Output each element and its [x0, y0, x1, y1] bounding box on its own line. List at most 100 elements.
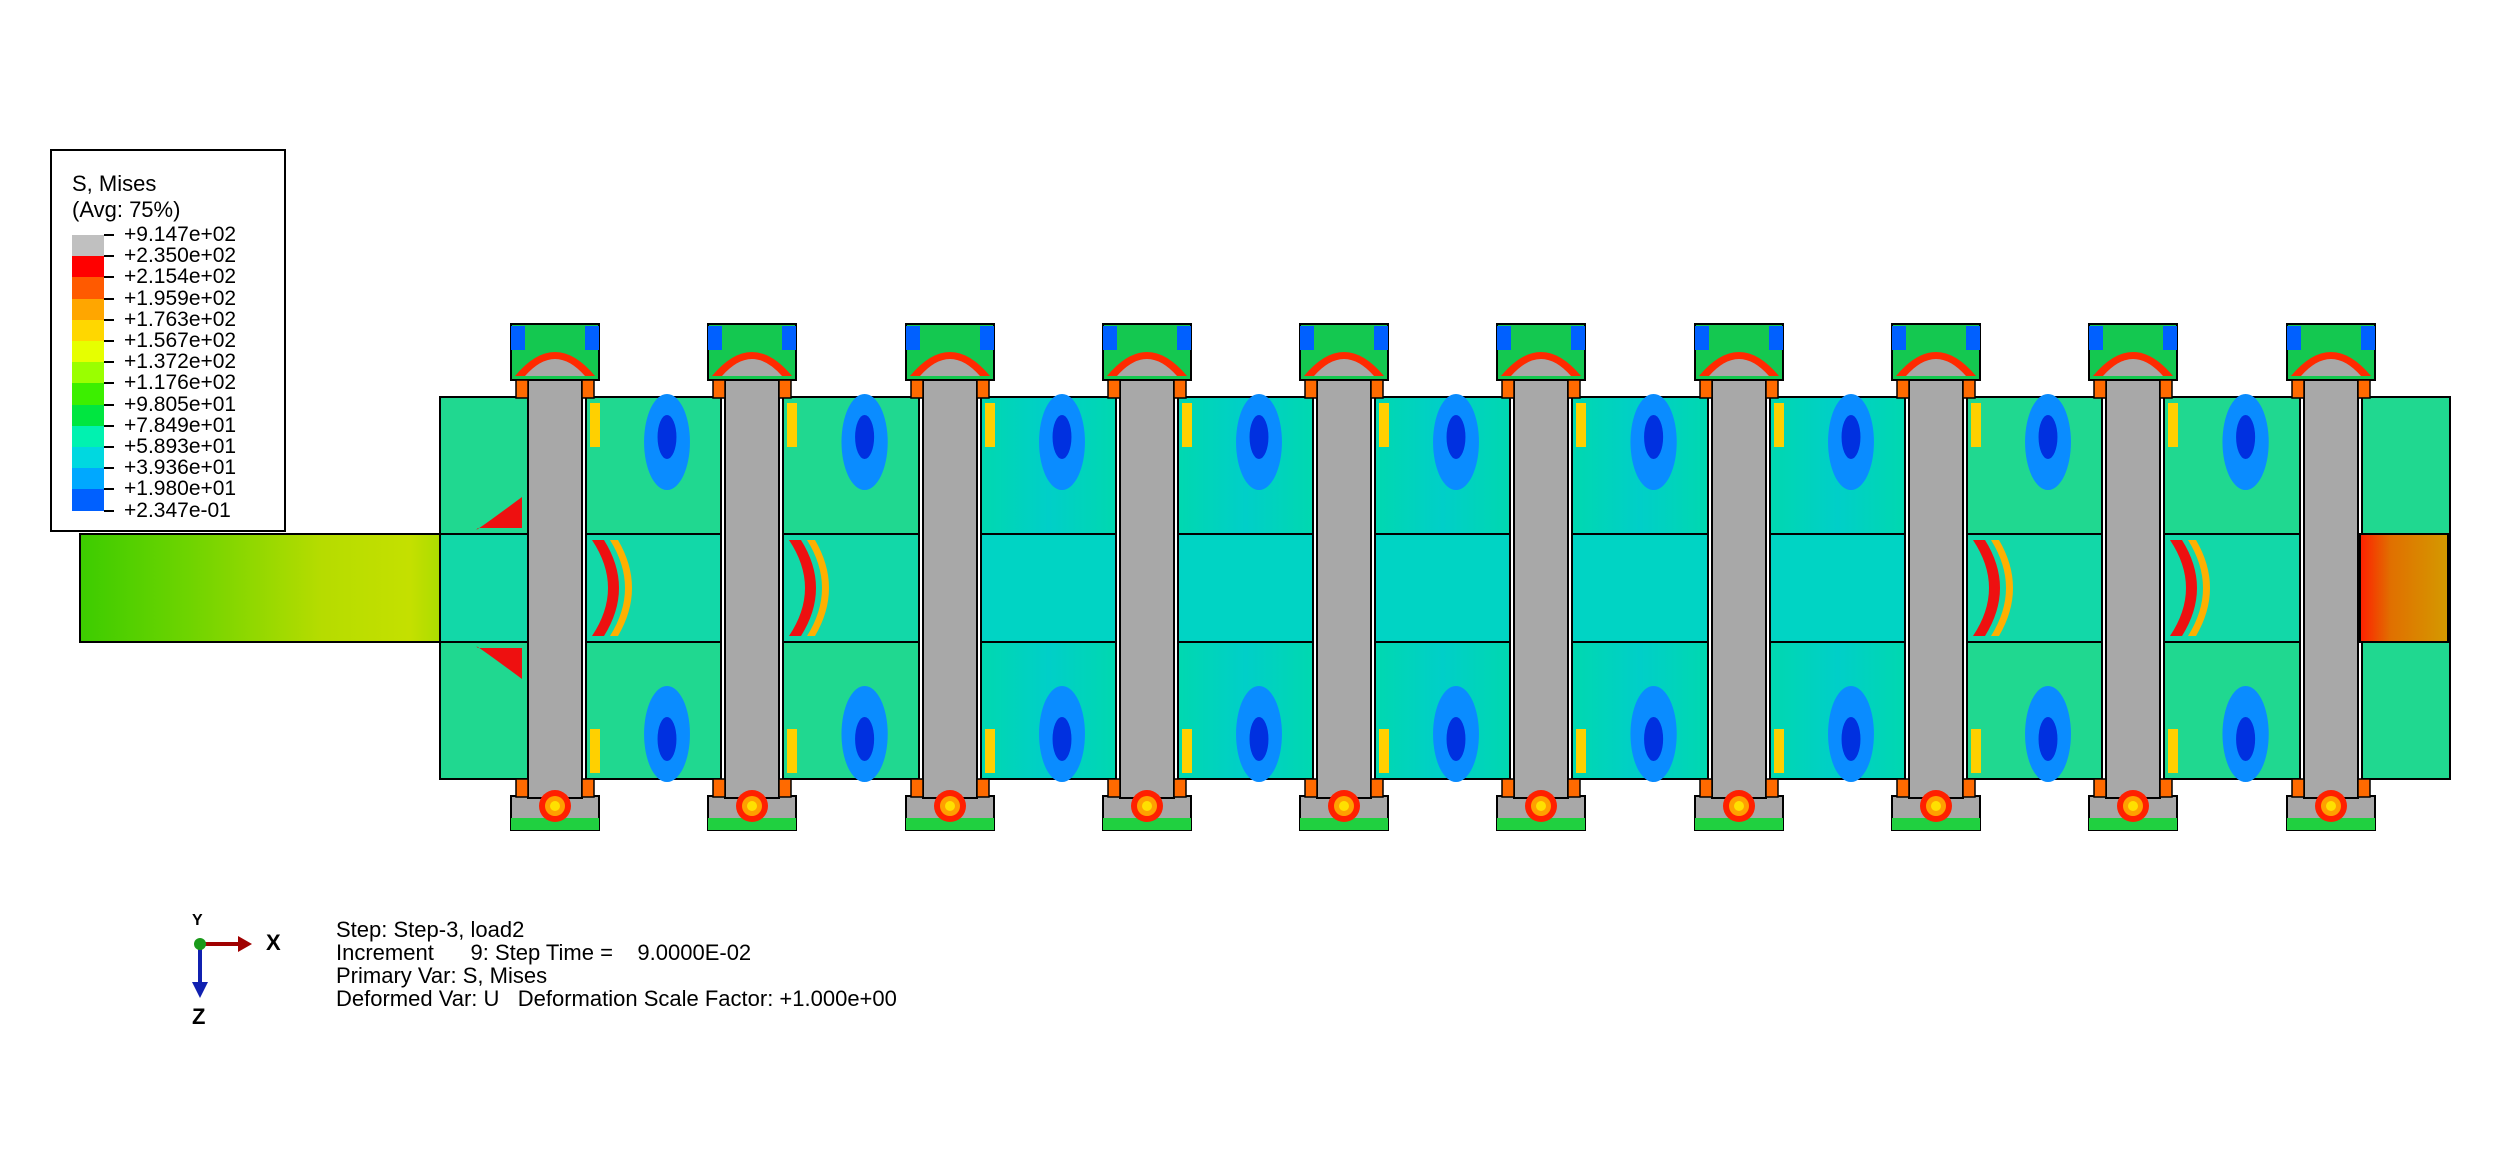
- bolt-shank: [2303, 379, 2359, 799]
- bolt: [1891, 323, 1981, 831]
- low-stress-core-top: [855, 415, 875, 459]
- x-axis-label: X: [266, 930, 281, 955]
- legend-tick: [104, 340, 114, 342]
- legend-tick: [104, 318, 114, 321]
- nut-hotspot-core: [2326, 801, 2336, 811]
- bolt-head-corner-left: [1695, 326, 1709, 350]
- legend-tick: [104, 509, 114, 512]
- legend-color-band: [72, 319, 104, 342]
- low-stress-core-bottom: [657, 717, 677, 761]
- legend-value: +5.893e+01: [124, 435, 237, 458]
- bolt-nut-edge: [2287, 818, 2375, 830]
- legend-value: +2.347e-01: [124, 498, 231, 522]
- washer-top-right: [1567, 379, 1581, 399]
- washer-bottom-right: [2159, 778, 2173, 798]
- legend-value: +9.805e+01: [124, 392, 237, 416]
- bolt-head-corner-right: [782, 326, 796, 350]
- bolt: [707, 323, 797, 831]
- primary-var-label: Primary Var: S, Mises: [336, 963, 548, 988]
- legend-value: +7.849e+01: [124, 413, 237, 437]
- legend-tick: [104, 488, 114, 491]
- legend-tick: [104, 403, 114, 406]
- bolt-nut-edge: [511, 818, 599, 830]
- bolt-nut-edge: [1300, 818, 1388, 830]
- legend-tick: [104, 276, 114, 279]
- legend-value: +1.567e+02: [124, 329, 237, 352]
- block-segment: [1769, 394, 1906, 782]
- low-stress-core-bottom: [1644, 717, 1664, 761]
- low-stress-core-bottom: [1446, 717, 1466, 761]
- bolt-nut-edge: [1497, 818, 1585, 830]
- bolt-head-core: [1511, 359, 1571, 376]
- block-segment: [1966, 394, 2103, 782]
- block-middle-band: [1374, 533, 1511, 643]
- bolt-head-corner-left: [1497, 326, 1511, 350]
- bolt-head-corner-right: [980, 326, 994, 350]
- washer-top-right: [1370, 379, 1384, 399]
- nut-hotspot-core: [1931, 801, 1941, 811]
- legend-color-band: [72, 362, 104, 384]
- washer-bottom-left: [910, 778, 924, 798]
- bolt-nut-edge: [1695, 818, 1783, 830]
- washer-bottom-left: [1501, 778, 1515, 798]
- washer-bottom-right: [1765, 778, 1779, 798]
- end-cap: [2359, 533, 2449, 643]
- y-axis-dot: [194, 938, 206, 950]
- bolt-shank: [1119, 379, 1175, 799]
- low-stress-core-bottom: [2038, 717, 2058, 761]
- high-stress-corner-top: [476, 497, 522, 530]
- legend-color-band: [72, 256, 104, 278]
- block-segment: [980, 394, 1117, 782]
- low-stress-core-bottom: [2236, 717, 2256, 761]
- edge-stress-top-left: [2168, 403, 2178, 447]
- bolt-nut-edge: [2089, 818, 2177, 830]
- bolt: [1496, 323, 1586, 831]
- legend-tick: [104, 255, 114, 258]
- nut-hotspot-core: [1536, 801, 1546, 811]
- edge-stress-bottom-left: [1576, 729, 1586, 773]
- bolt-nut-edge: [1103, 818, 1191, 830]
- block-middle-band: [1571, 533, 1709, 643]
- axis-triad: X Y Z: [180, 912, 300, 1040]
- washer-top-left: [1699, 379, 1713, 399]
- washer-top-left: [1896, 379, 1910, 399]
- bolt-head-core: [1314, 359, 1374, 376]
- washer-top-left: [2093, 379, 2107, 399]
- washer-bottom-right: [1962, 778, 1976, 798]
- high-stress-corner-bottom: [476, 646, 522, 679]
- washer-top-right: [778, 379, 792, 399]
- legend-color-band: [72, 447, 104, 469]
- legend-color-band: [72, 235, 104, 257]
- edge-stress-bottom-left: [590, 729, 600, 773]
- legend-color-band: [72, 489, 104, 512]
- edge-stress-bottom-left: [1182, 729, 1192, 773]
- washer-bottom-right: [778, 778, 792, 798]
- washer-bottom-right: [1567, 778, 1581, 798]
- nut-hotspot-core: [1339, 801, 1349, 811]
- bolt: [2088, 323, 2178, 831]
- washer-top-left: [1304, 379, 1318, 399]
- edge-stress-bottom-left: [2168, 729, 2178, 773]
- bolt: [2286, 323, 2376, 831]
- washer-top-right: [1962, 379, 1976, 399]
- low-stress-core-top: [2038, 415, 2058, 459]
- low-stress-core-top: [657, 415, 677, 459]
- block-segment: [782, 394, 920, 782]
- nut-hotspot-core: [2128, 801, 2138, 811]
- block-segment: [1177, 394, 1314, 782]
- deformed-var-label: Deformed Var: U Deformation Scale Factor…: [336, 986, 897, 1011]
- legend-value: +2.350e+02: [124, 244, 237, 268]
- block-middle-band: [1177, 533, 1314, 643]
- bolt-head-corner-right: [2163, 326, 2177, 350]
- legend-value: +3.936e+01: [124, 456, 237, 480]
- z-axis-arrowhead: [192, 982, 208, 998]
- bolt-shank: [2105, 379, 2161, 799]
- x-axis-arrowhead: [238, 936, 252, 952]
- washer-bottom-left: [2093, 778, 2107, 798]
- washer-bottom-left: [515, 778, 529, 798]
- y-axis-label: Y: [192, 912, 203, 929]
- legend-color-band: [72, 383, 104, 406]
- bolt-shank: [922, 379, 978, 799]
- legend-color-band: [72, 468, 104, 490]
